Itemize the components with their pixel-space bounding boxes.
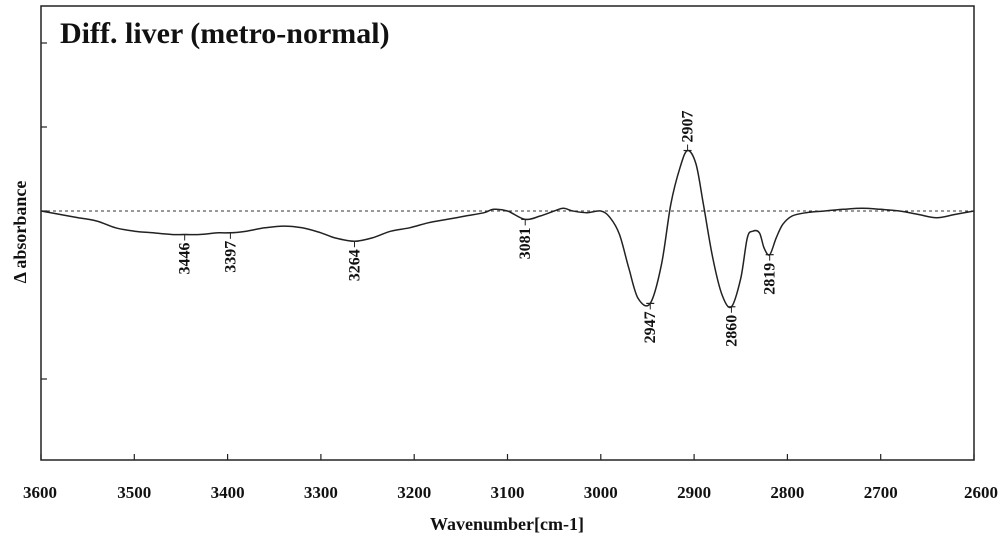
peak-annotation: 3081 [517,218,534,259]
y-axis-title: Δ absorbance [10,181,30,284]
x-tick-label: 2900 [677,483,711,502]
chart-title: Diff. liver (metro-normal) [60,17,390,50]
peak-annotation: 2947 [642,302,659,343]
x-tick-label: 3600 [23,483,57,502]
series-line [40,149,975,309]
x-tick-label: 3300 [304,483,338,502]
peak-label: 2907 [680,111,697,143]
peak-annotation: 2819 [762,254,779,295]
peak-annotation: 3446 [177,233,194,275]
x-tick-label: 3200 [397,483,431,502]
x-tick-label: 2600 [964,483,998,502]
x-tick-label: 3000 [584,483,618,502]
peak-label: 3264 [347,249,364,281]
x-tick-label: 3100 [491,483,525,502]
peak-annotation: 3264 [347,240,364,281]
peak-label: 3446 [177,243,194,275]
peak-label: 3081 [517,227,534,259]
peak-label: 3397 [222,241,239,273]
plot-frame [40,5,975,461]
peak-annotations: 3446 3397 3264 3081 2947 2907 2860 2819 [177,111,779,347]
peak-annotation: 2907 [680,111,697,152]
x-tick-label: 2700 [864,483,898,502]
x-axis-ticks: 3600 3500 3400 3300 3200 3100 3000 2900 2800 2700… [23,454,998,502]
peak-annotation: 2860 [723,306,740,347]
peak-label: 2819 [762,263,779,295]
peak-label: 2947 [642,311,659,343]
x-tick-label: 2800 [770,483,804,502]
peak-label: 2860 [723,315,740,347]
peak-annotation: 3397 [222,232,239,273]
x-tick-label: 3500 [117,483,151,502]
x-axis-title: Wavenumber[cm-1] [430,514,584,534]
x-tick-label: 3400 [211,483,245,502]
